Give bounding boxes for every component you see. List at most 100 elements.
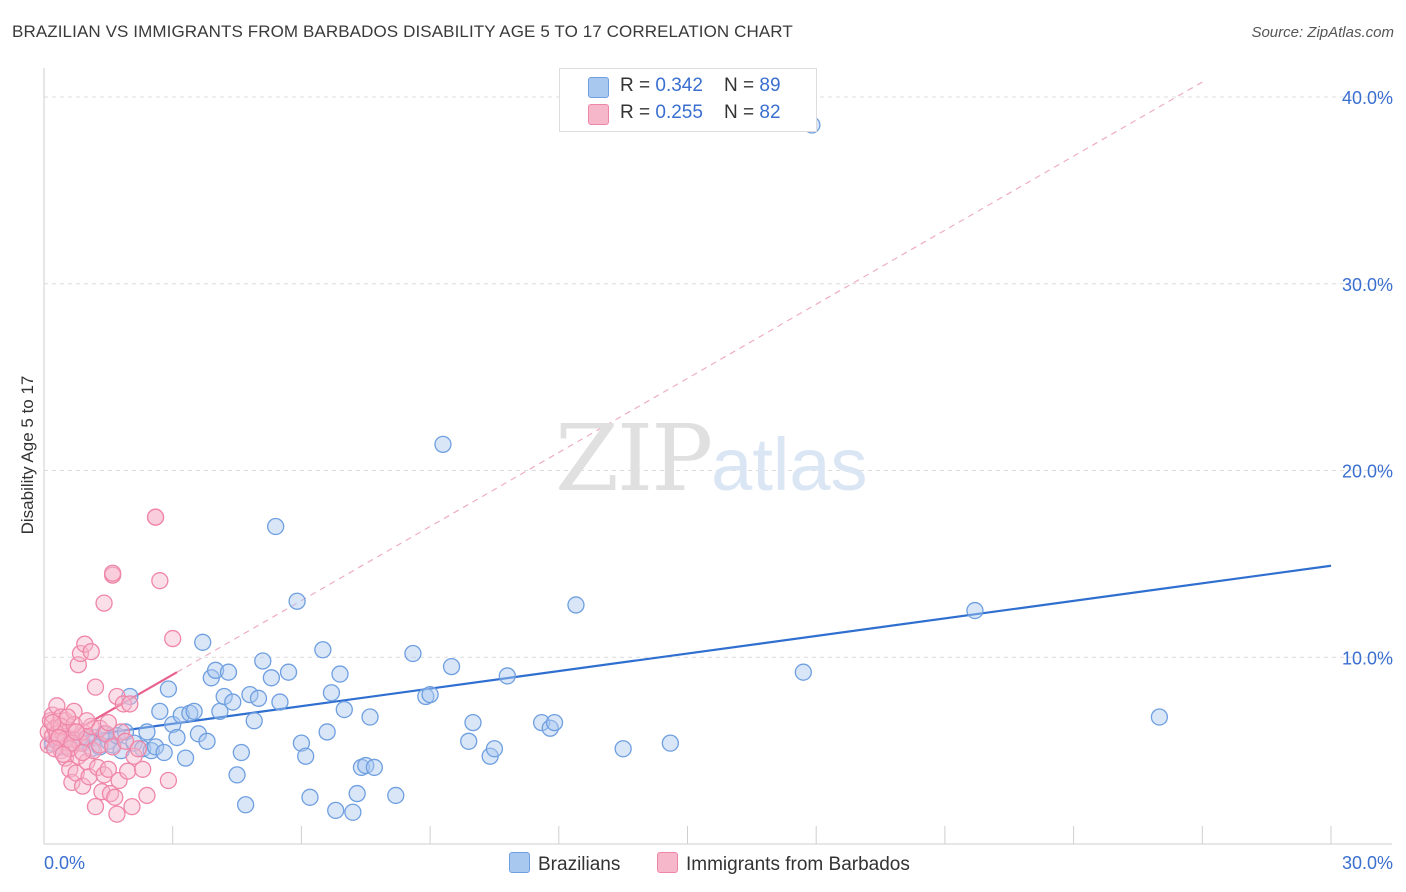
data-point (67, 723, 85, 741)
data-point (327, 801, 345, 820)
data-point (245, 712, 263, 730)
data-point (138, 786, 156, 805)
data-point (63, 773, 81, 792)
data-point (121, 695, 139, 713)
bottom-legend-label: Immigrants from Barbados (686, 854, 910, 875)
data-point (301, 788, 319, 806)
data-point (365, 758, 383, 777)
data-point (271, 693, 289, 711)
y-tick-label: 10.0% (1342, 648, 1393, 668)
legend-r-value: 0.342 (655, 75, 703, 96)
gridlines (44, 96, 1392, 658)
watermark-zip: ZIP (555, 405, 713, 512)
legend-n-value: 82 (759, 102, 781, 123)
data-point (43, 713, 62, 732)
data-point (73, 743, 92, 762)
data-point (80, 768, 98, 786)
data-point (532, 713, 551, 732)
data-point (82, 642, 100, 661)
data-point (194, 633, 212, 651)
data-point (241, 685, 259, 704)
data-point (421, 685, 439, 704)
data-point (297, 747, 315, 765)
data-point (119, 762, 137, 780)
data-point (249, 689, 268, 707)
data-point (434, 435, 452, 454)
bottom-legend-label: Brazilians (538, 854, 621, 875)
data-point (966, 601, 984, 620)
data-point (661, 734, 679, 752)
data-point (236, 796, 255, 814)
bottom-legend-barbados: Immigrants from Barbados (657, 852, 910, 876)
legend-n-value: 89 (759, 75, 781, 96)
data-point (318, 723, 336, 741)
data-point (123, 798, 141, 816)
data-point (155, 743, 173, 762)
chart-title: BRAZILIAN VS IMMIGRANTS FROM BARBADOS DI… (12, 22, 793, 41)
data-point (146, 738, 165, 756)
data-point (387, 786, 405, 805)
data-point (232, 743, 250, 762)
data-point (361, 708, 379, 726)
data-point (498, 667, 516, 685)
data-point (262, 669, 281, 687)
data-point (73, 777, 92, 795)
data-point (224, 693, 242, 711)
y-axis-label: Disability Age 5 to 17 (18, 375, 37, 535)
data-point (322, 684, 341, 702)
data-point (108, 805, 126, 823)
data-point (198, 732, 216, 750)
x-tick-label: 0.0% (44, 853, 85, 873)
data-point (1150, 708, 1169, 726)
watermark-atlas: atlas (711, 423, 868, 506)
data-point (335, 700, 353, 719)
data-point (71, 644, 90, 663)
data-point (348, 784, 366, 803)
stats-legend: R = 0.342 N = 89 R = 0.255 N = 82 (559, 68, 817, 132)
data-point (254, 652, 272, 670)
data-point (151, 702, 169, 721)
data-point (110, 771, 128, 790)
data-point (86, 798, 105, 816)
data-point (176, 749, 195, 767)
series-barbados (39, 508, 182, 823)
legend-r-label: R = (620, 75, 656, 96)
legend-r-value: 0.255 (655, 102, 703, 123)
data-point (78, 712, 96, 730)
data-point (292, 734, 311, 752)
tick-labels: 10.0% 20.0% 30.0% 40.0% 0.0% 30.0% (44, 88, 1393, 873)
data-point (159, 771, 178, 790)
data-point (58, 708, 77, 726)
data-point (95, 594, 113, 612)
data-point (134, 760, 152, 778)
data-point (129, 740, 148, 758)
data-point (116, 732, 135, 750)
x-tick-label: 30.0% (1342, 853, 1393, 873)
source-label: Source: ZipAtlas.com (1251, 24, 1394, 41)
data-point (54, 745, 72, 764)
data-point (151, 572, 169, 590)
data-point (288, 592, 306, 610)
data-point (267, 517, 285, 536)
data-point (215, 687, 233, 706)
data-point (48, 697, 66, 715)
legend-swatch-barbados (588, 104, 609, 125)
bottom-legend-swatch-barbados (657, 852, 678, 873)
data-point (114, 695, 133, 713)
data-point (314, 641, 332, 659)
data-point (99, 713, 117, 732)
data-point (146, 508, 165, 526)
bottom-legend-brazilians: Brazilians (509, 852, 620, 876)
data-point (567, 596, 585, 614)
trend-line (43, 564, 1332, 743)
data-point (206, 661, 225, 679)
data-point (344, 803, 362, 821)
legend-n-label: N = (724, 102, 760, 123)
data-point (138, 723, 156, 741)
data-point (164, 629, 182, 648)
data-point (279, 663, 298, 681)
data-point (103, 564, 122, 582)
y-tick-label: 40.0% (1342, 88, 1393, 108)
data-point (485, 740, 504, 758)
